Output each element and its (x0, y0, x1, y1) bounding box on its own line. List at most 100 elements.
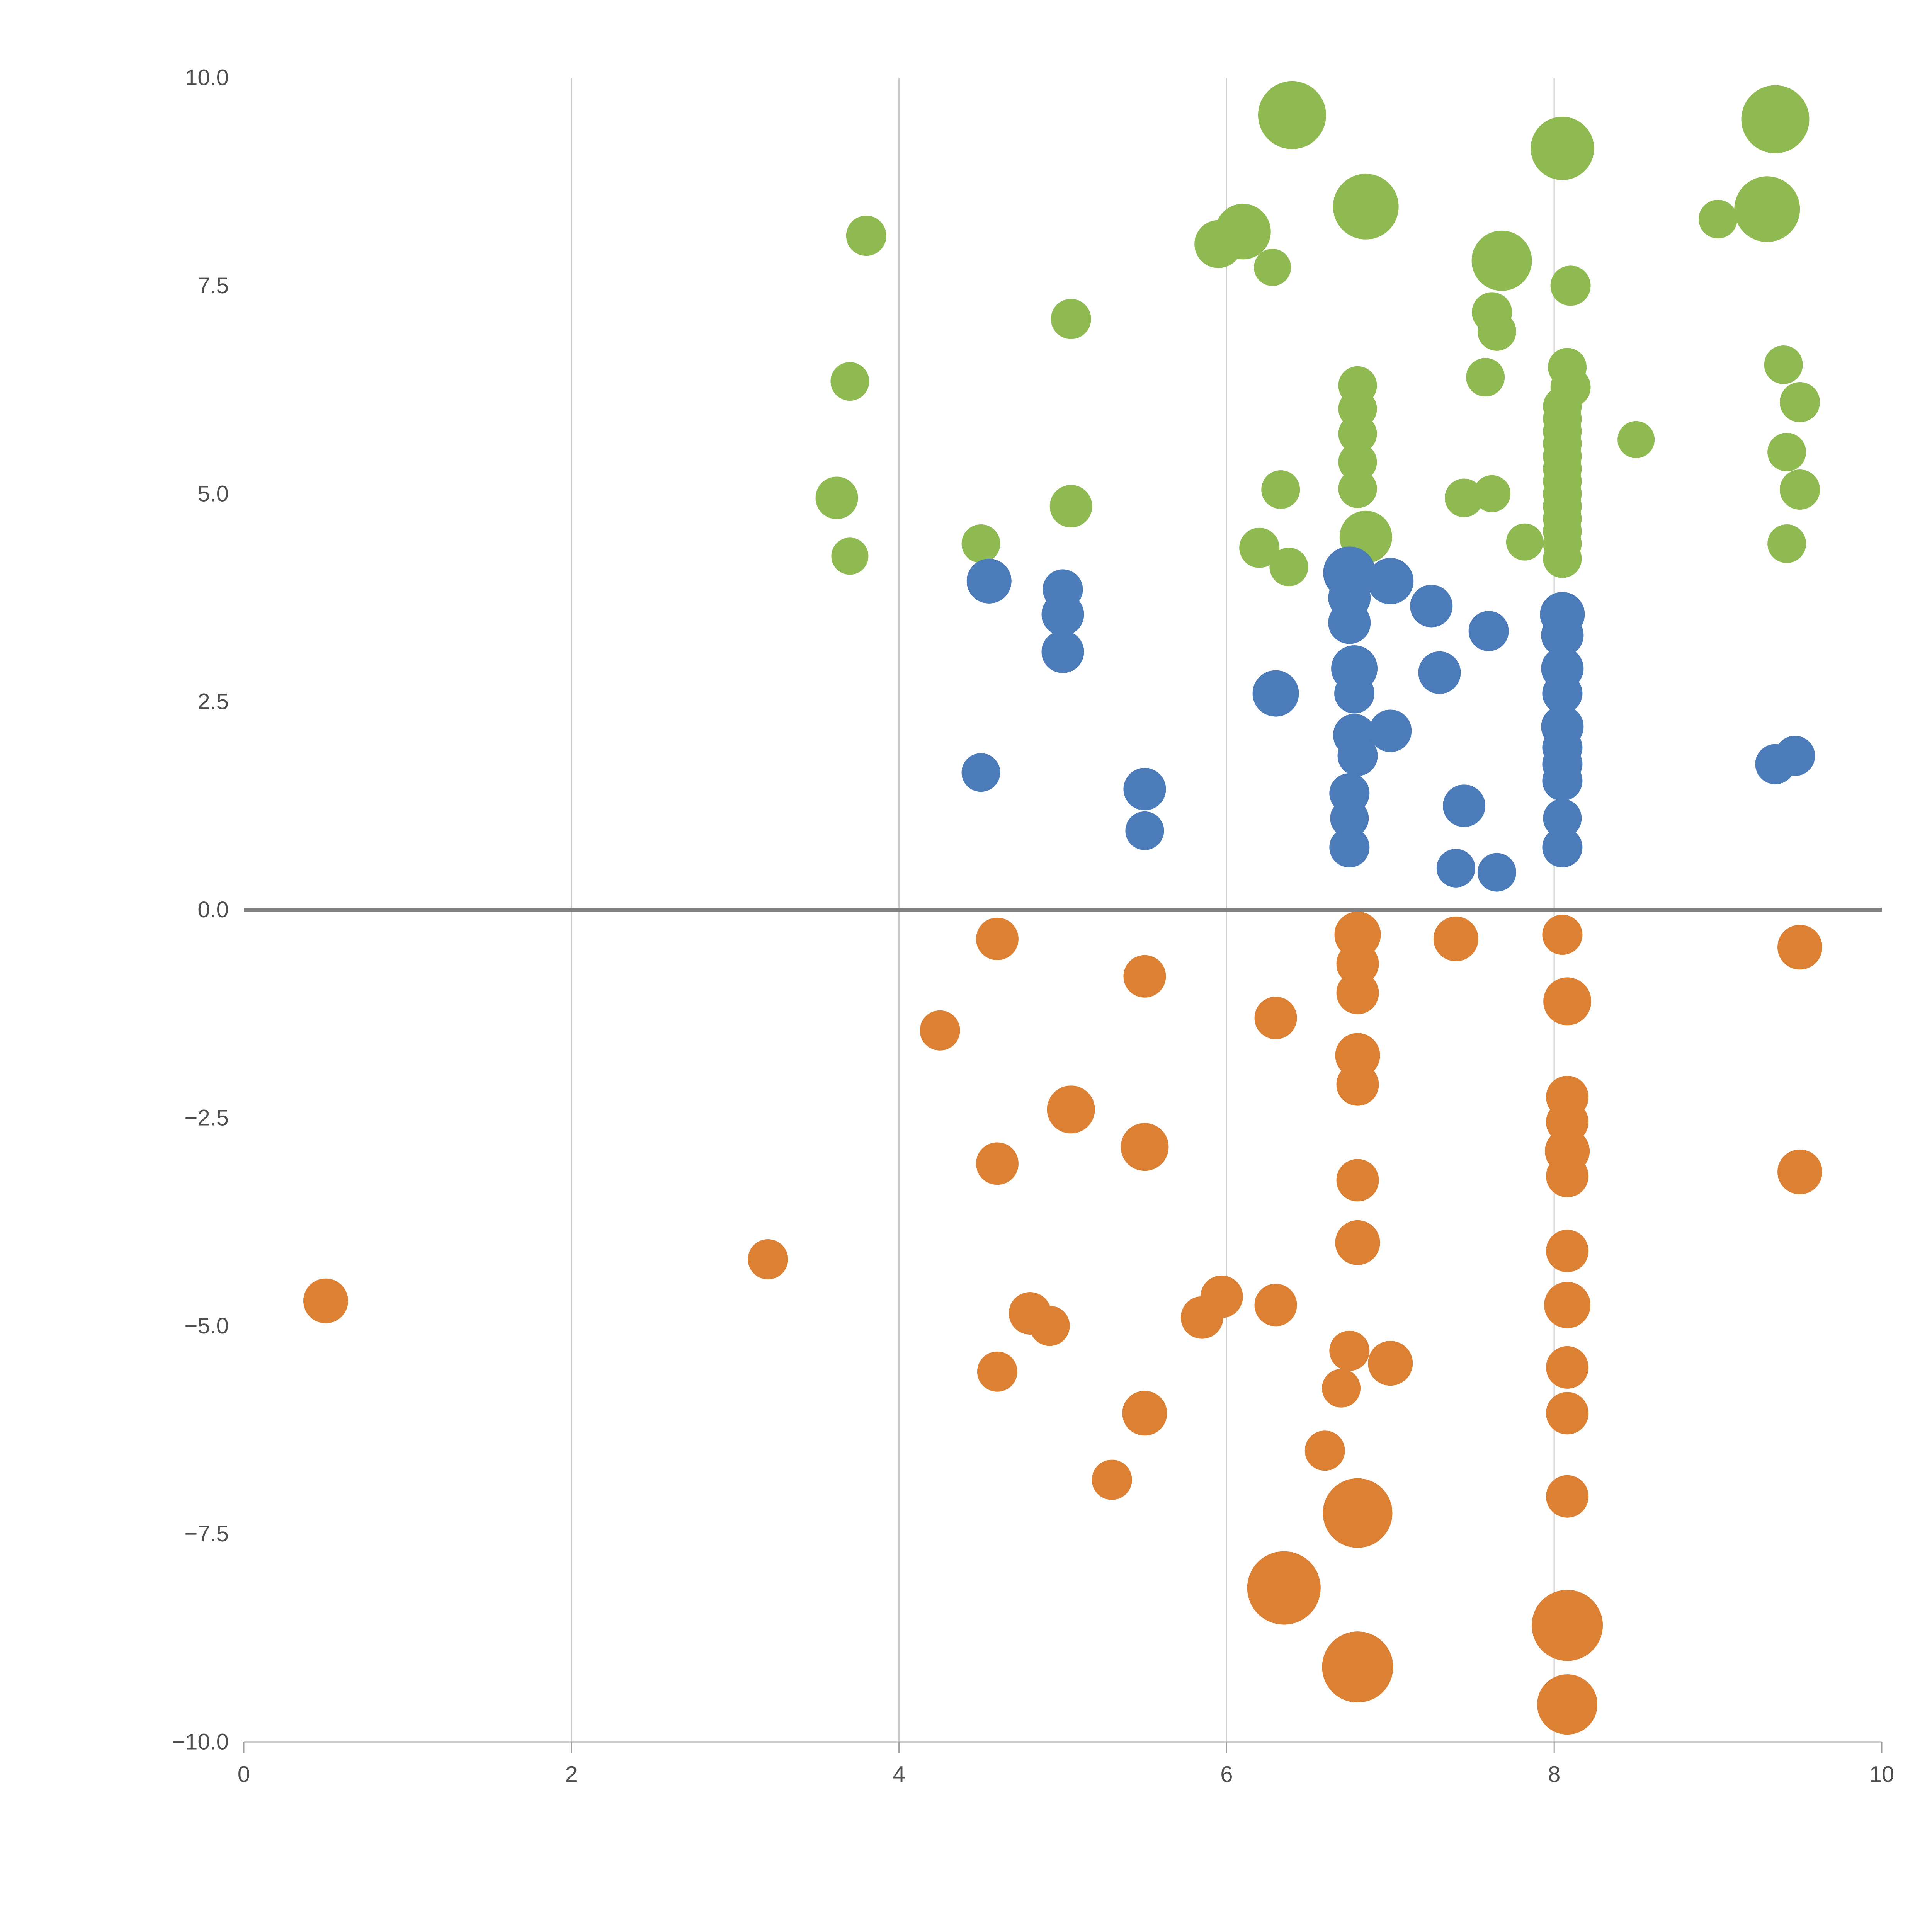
data-point-orange (1304, 1430, 1345, 1471)
data-point-orange (976, 917, 1019, 960)
data-point-green (1506, 523, 1543, 561)
data-point-orange (1029, 1306, 1070, 1346)
y-axis-tick-label: −2.5 (185, 1105, 229, 1130)
data-point-orange (1092, 1459, 1132, 1500)
data-point-blue (1542, 673, 1583, 714)
data-point-orange (1336, 1159, 1379, 1202)
data-point-green (1767, 524, 1806, 563)
data-point-orange (1121, 1123, 1169, 1171)
data-point-green (1473, 475, 1511, 512)
x-axis-tick-label: 4 (893, 1762, 905, 1787)
data-point-orange (1254, 997, 1297, 1039)
data-point-orange (1542, 915, 1583, 955)
data-point-green (1239, 527, 1280, 568)
data-point-orange (1335, 1220, 1380, 1265)
data-point-blue (1041, 630, 1084, 673)
data-point-green (1051, 299, 1091, 339)
data-point-orange (1247, 1551, 1321, 1625)
data-point-green (1049, 485, 1092, 528)
data-point-green (1269, 548, 1308, 587)
data-point-orange (1532, 1590, 1603, 1661)
data-point-orange (1544, 1282, 1591, 1328)
data-point-blue (1436, 849, 1475, 888)
data-point-orange (1336, 1063, 1379, 1106)
y-axis-tick-label: 10.0 (185, 65, 229, 90)
data-point-orange (1777, 925, 1823, 970)
data-point-green (1764, 345, 1803, 384)
data-point-green (1699, 200, 1738, 239)
data-point-orange (1336, 971, 1379, 1014)
data-point-green (815, 476, 858, 519)
data-point-green (1445, 478, 1484, 517)
data-point-green (831, 537, 869, 575)
data-point-orange (1546, 1392, 1589, 1435)
data-point-blue (1775, 736, 1815, 776)
data-point-blue (1123, 768, 1166, 811)
data-point-green (1338, 442, 1377, 481)
data-point-green (1333, 173, 1399, 240)
data-point-orange (303, 1278, 348, 1323)
data-point-blue (1330, 799, 1369, 838)
data-point-orange (977, 1351, 1017, 1392)
data-point-green (1617, 421, 1655, 458)
data-point-orange (1546, 1155, 1589, 1197)
data-point-green (1734, 176, 1800, 242)
data-point-orange (1123, 955, 1166, 998)
data-point-blue (1541, 614, 1584, 656)
data-point-green (1543, 539, 1582, 578)
data-point-green (1261, 470, 1300, 509)
data-point-blue (1468, 611, 1509, 651)
data-point-blue (1337, 736, 1378, 776)
data-point-green (1254, 248, 1291, 286)
data-point-orange (1329, 1330, 1370, 1371)
data-point-green (1741, 85, 1810, 153)
data-point-blue (1542, 760, 1583, 801)
data-point-orange (1323, 1478, 1393, 1548)
y-axis-tick-label: 2.5 (197, 689, 229, 714)
x-axis-tick-label: 2 (565, 1762, 578, 1787)
data-point-orange (1322, 1631, 1393, 1703)
y-axis-tick-label: −5.0 (185, 1313, 229, 1338)
y-axis-tick-label: 0.0 (197, 897, 229, 922)
data-point-green (961, 524, 1000, 563)
data-point-green (1471, 230, 1532, 291)
data-point-orange (1543, 977, 1592, 1026)
data-point-blue (1367, 558, 1414, 604)
y-axis-tick-label: 7.5 (197, 273, 229, 298)
data-point-green (1767, 433, 1806, 472)
data-point-blue (1369, 709, 1412, 752)
data-point-green (1477, 312, 1516, 351)
data-point-orange (1047, 1085, 1095, 1134)
data-point-orange (1537, 1674, 1598, 1735)
data-point-orange (748, 1239, 788, 1279)
data-point-orange (1336, 942, 1379, 985)
data-point-green (1338, 469, 1377, 508)
data-point-orange (1433, 916, 1478, 961)
x-axis-tick-label: 0 (238, 1762, 250, 1787)
data-point-green (846, 216, 886, 256)
data-point-blue (1334, 673, 1375, 714)
y-axis-tick-label: −10.0 (172, 1730, 229, 1755)
data-point-orange (1254, 1284, 1297, 1327)
data-point-blue (1443, 784, 1486, 827)
data-point-orange (920, 1010, 960, 1051)
x-axis-tick-label: 6 (1220, 1762, 1233, 1787)
y-axis-tick-label: −7.5 (185, 1521, 229, 1546)
data-point-blue (1542, 827, 1583, 867)
data-point-blue (966, 558, 1012, 604)
data-point-green (1215, 204, 1271, 260)
data-point-orange (976, 1142, 1019, 1185)
data-point-orange (1122, 1391, 1167, 1436)
data-point-blue (1041, 593, 1084, 636)
data-point-blue (1329, 827, 1370, 867)
data-point-green (1531, 117, 1594, 180)
data-point-green (1466, 358, 1505, 397)
data-point-orange (1546, 1346, 1589, 1389)
data-point-blue (1252, 670, 1299, 717)
data-point-blue (1125, 811, 1164, 850)
x-axis-tick-label: 8 (1548, 1762, 1560, 1787)
data-point-blue (1410, 585, 1453, 628)
data-point-green (1258, 81, 1326, 149)
